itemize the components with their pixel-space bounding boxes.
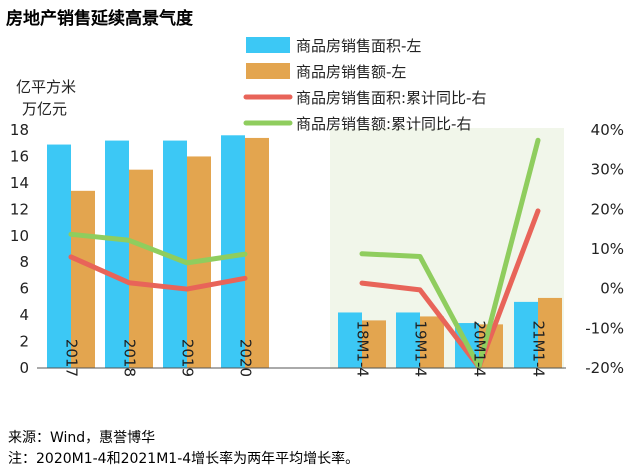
source-note: 来源：Wind，惠誉博华 <box>8 429 155 446</box>
x-tick-label: 19M1-4 <box>412 320 430 377</box>
x-tick-label: 20M1-4 <box>471 320 489 377</box>
y-right-tick-label: 10% <box>591 240 624 258</box>
lines-layer <box>68 137 541 370</box>
legend-swatch <box>246 37 290 53</box>
legend: 商品房销售面积-左商品房销售额-左商品房销售面积:累计同比-右商品房销售额:累计… <box>243 37 486 133</box>
y-left-tick-label: 0 <box>19 359 29 377</box>
x-ticks: 2017 2018 2019 2020 18M1-4 19M1-4 20M1-4 21M1-4 <box>63 320 548 377</box>
y-right-tick-label: 30% <box>591 161 624 179</box>
bar-sales-19M1-4 <box>420 316 444 368</box>
y-left-tick-label: 6 <box>19 280 29 298</box>
y-left-tick-label: 2 <box>19 333 29 351</box>
bar-area-19M1-4 <box>396 312 420 368</box>
x-tick-label: 2020 <box>237 339 255 377</box>
y-left-label-line2: 万亿元 <box>22 100 67 118</box>
y-left-tick-label: 8 <box>19 253 29 271</box>
y-left-tick-label: 10 <box>10 227 29 245</box>
y-left-tick-label: 16 <box>10 147 29 165</box>
bar-area-2020 <box>221 135 245 368</box>
chart-title: 房地产销售延续高景气度 <box>6 8 194 29</box>
line-sales-yoy-annual <box>68 231 248 266</box>
x-tick-label: 2019 <box>179 339 197 377</box>
bar-sales-21M1-4 <box>538 297 562 368</box>
y-right-tick-label: 40% <box>591 121 624 139</box>
bar-area-21M1-4 <box>514 301 538 368</box>
line-area-yoy-m1-4 <box>359 208 541 370</box>
legend-label: 商品房销售额-左 <box>296 63 406 81</box>
bar-area-2017 <box>47 144 71 368</box>
y-right-tick-label: 20% <box>591 200 624 218</box>
y-left-label-line1: 亿平方米 <box>16 78 76 96</box>
legend-label: 商品房销售面积:累计同比-右 <box>296 89 486 107</box>
bar-sales-18M1-4 <box>362 320 386 368</box>
bar-sales-2018 <box>129 169 153 368</box>
bars-layer <box>47 135 562 368</box>
line-sales-yoy-m1-4 <box>359 137 541 370</box>
y-right-ticks: -20% -10% 0% 10% 20% 30% 40% <box>585 121 624 377</box>
legend-swatch <box>246 63 290 79</box>
y-right-tick-label: -10% <box>585 319 624 337</box>
x-tick-label: 2017 <box>63 339 81 377</box>
bar-area-18M1-4 <box>338 312 362 368</box>
x-tick-label: 2018 <box>121 339 139 377</box>
line-area-yoy-annual <box>68 254 248 292</box>
y-right-tick-label: -20% <box>585 359 624 377</box>
y-left-tick-label: 12 <box>10 200 29 218</box>
bar-area-2018 <box>105 140 129 368</box>
y-left-tick-label: 4 <box>19 306 29 324</box>
legend-label: 商品房销售额:累计同比-右 <box>296 115 471 133</box>
y-left-tick-label: 14 <box>10 174 29 192</box>
bar-sales-2020 <box>245 137 269 368</box>
legend-label: 商品房销售面积-左 <box>296 37 421 55</box>
bar-sales-2017 <box>71 190 95 368</box>
y-right-tick-label: 0% <box>600 280 624 298</box>
x-tick-label: 18M1-4 <box>354 320 372 377</box>
footnote: 注：2020M1-4和2021M1-4增长率为两年平均增长率。 <box>8 450 359 467</box>
y-left-tick-label: 18 <box>10 121 29 139</box>
y-left-ticks: 0 2 4 6 8 10 12 14 16 18 <box>10 121 29 377</box>
x-tick-label: 21M1-4 <box>530 320 548 377</box>
